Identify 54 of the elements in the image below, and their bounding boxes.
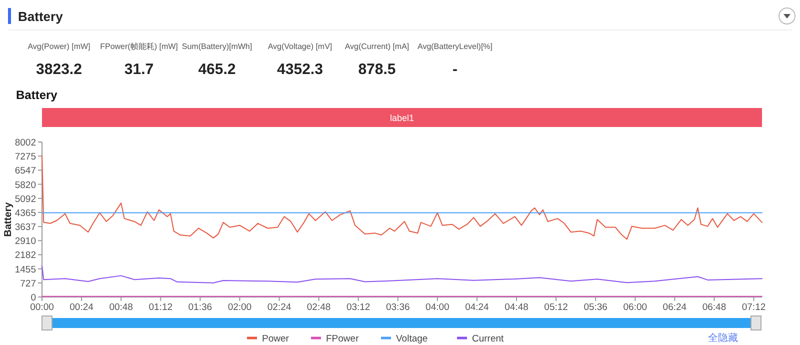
- x-tick-label: 04:48: [504, 302, 528, 313]
- text: 878.5: [358, 61, 396, 78]
- x-tick-label: 00:00: [30, 302, 54, 313]
- y-tick-label: 8002: [14, 138, 36, 148]
- x-tick-label: 06:00: [623, 302, 648, 313]
- x-tick-label: 03:36: [386, 302, 410, 313]
- x-tick-label: 01:12: [148, 302, 173, 313]
- text: 全隐藏: [708, 332, 738, 344]
- text: Sum(Battery)[mWh]: [182, 42, 252, 51]
- x-tick-label: 06:24: [662, 302, 687, 313]
- x-tick-label: 01:36: [188, 302, 212, 313]
- line-series: [42, 266, 762, 284]
- y-tick-label: 4365: [14, 208, 36, 219]
- x-tick-label: 02:24: [267, 302, 292, 313]
- y-tick-label: 727: [20, 278, 36, 290]
- text: 31.7: [124, 61, 154, 78]
- legend-label: Power: [262, 334, 289, 344]
- x-tick-label: 04:24: [465, 302, 489, 313]
- text: Avg(BatteryLevel)[%]: [418, 42, 492, 51]
- x-tick-label: 00:48: [109, 302, 133, 313]
- y-tick-label: 1455: [14, 264, 36, 276]
- y-tick-label: 3637: [14, 222, 36, 234]
- text: Avg(Current) [mA]: [344, 42, 410, 51]
- y-tick-label: 5820: [14, 180, 36, 191]
- text: Avg(Voltage) [mV]: [268, 42, 332, 51]
- x-tick-label: 00:24: [70, 302, 94, 313]
- text: Avg(Power) [mW]: [28, 42, 90, 51]
- y-tick-label: 2910: [14, 236, 36, 248]
- y-tick-label: 0: [30, 292, 36, 304]
- x-tick-label: 04:00: [426, 302, 450, 313]
- text: label1: [390, 113, 414, 123]
- text: 4352.3: [277, 61, 323, 78]
- line-series: [42, 155, 762, 240]
- text: FPower(帧能耗) [mW]: [100, 42, 178, 51]
- y-axis-title: Battery: [3, 202, 14, 237]
- text: 3823.2: [36, 61, 82, 78]
- y-tick-label: 7275: [14, 152, 36, 163]
- chart-title: Battery: [16, 88, 58, 102]
- x-tick-label: 05:36: [584, 302, 608, 313]
- text: 465.2: [198, 61, 236, 78]
- x-tick-label: 07:12: [742, 302, 766, 313]
- legend-label: Voltage: [396, 334, 428, 344]
- x-tick-label: 03:12: [346, 302, 370, 313]
- y-tick-label: 5092: [14, 194, 36, 205]
- x-tick-label: 02:00: [228, 302, 252, 313]
- x-tick-label: 06:48: [702, 302, 726, 313]
- y-tick-label: 2182: [14, 250, 36, 262]
- x-tick-label: 05:12: [544, 302, 568, 313]
- legend-label: Current: [472, 334, 504, 344]
- text: Battery: [18, 9, 64, 24]
- legend-label: FPower: [326, 334, 359, 344]
- text: -: [452, 61, 458, 78]
- y-tick-label: 6547: [14, 166, 36, 177]
- x-tick-label: 02:48: [306, 302, 331, 313]
